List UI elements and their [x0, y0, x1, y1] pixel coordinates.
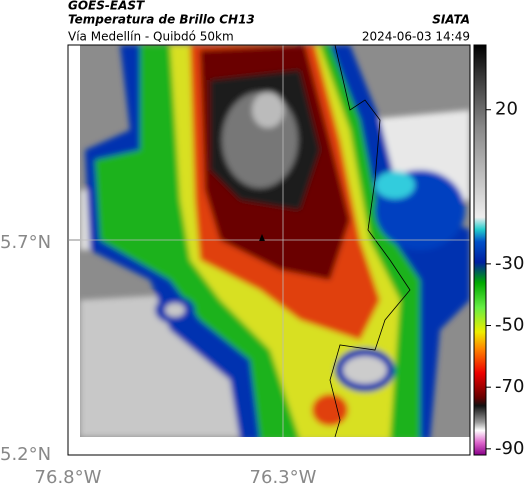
colorbar-tick-label: -30: [495, 253, 524, 274]
lon-label: 76.8°W: [35, 467, 102, 488]
lat-label: 5.2°N: [0, 444, 51, 465]
brand: SIATA: [432, 13, 470, 27]
subtitle: Vía Medellín - Quibdó 50km: [68, 30, 234, 44]
colorbar-tick-label: -70: [495, 376, 524, 397]
datetime: 2024-06-03 14:49: [362, 30, 470, 44]
map: [80, 45, 470, 437]
colorbar-tick-label: -90: [495, 438, 524, 459]
colorbar-tick-label: -50: [495, 315, 524, 336]
title: Temperatura de Brillo CH13: [68, 13, 255, 27]
lat-label: 5.7°N: [0, 232, 51, 253]
colorbar-tick-label: 20: [495, 99, 518, 120]
source: GOES-EAST: [68, 0, 145, 13]
colorbar: [473, 44, 487, 456]
lon-label: 76.3°W: [250, 467, 317, 488]
